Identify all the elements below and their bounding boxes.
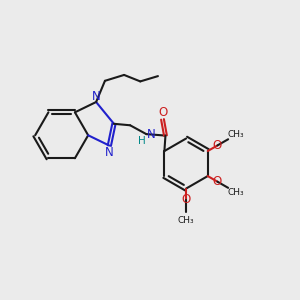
- Text: O: O: [213, 175, 222, 188]
- Text: CH₃: CH₃: [178, 217, 194, 226]
- Text: CH₃: CH₃: [227, 188, 244, 197]
- Text: N: N: [92, 90, 101, 103]
- Text: O: O: [158, 106, 167, 119]
- Text: N: N: [105, 146, 114, 159]
- Text: O: O: [213, 139, 222, 152]
- Text: CH₃: CH₃: [227, 130, 244, 139]
- Text: N: N: [147, 128, 156, 141]
- Text: H: H: [138, 136, 146, 146]
- Text: O: O: [182, 193, 191, 206]
